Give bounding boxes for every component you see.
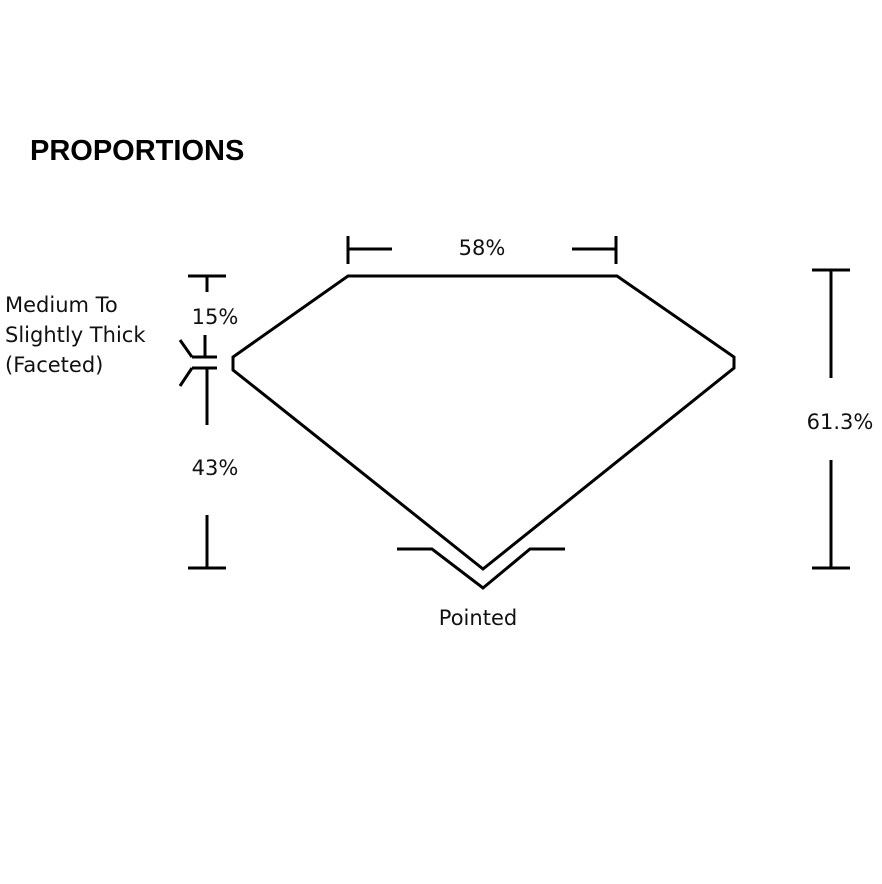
girdle-label-line-1: Medium To: [5, 293, 118, 317]
pavilion-dimension-line: [178, 366, 226, 570]
crown-label: 15%: [192, 305, 239, 329]
culet-label: Pointed: [439, 606, 517, 630]
depth-label: 61.3%: [807, 410, 874, 434]
table-label: 58%: [459, 236, 506, 260]
depth-dimension-line: [812, 268, 850, 570]
crown-dimension-line: [178, 274, 226, 359]
girdle-label-line-2: Slightly Thick: [5, 323, 146, 347]
table-dimension-line: [346, 236, 618, 264]
pavilion-label: 43%: [192, 456, 239, 480]
girdle-label-line-3: (Faceted): [5, 353, 103, 377]
culet-indicator: [397, 547, 565, 590]
page-title: PROPORTIONS: [30, 135, 244, 167]
diamond-outline: [231, 274, 736, 571]
